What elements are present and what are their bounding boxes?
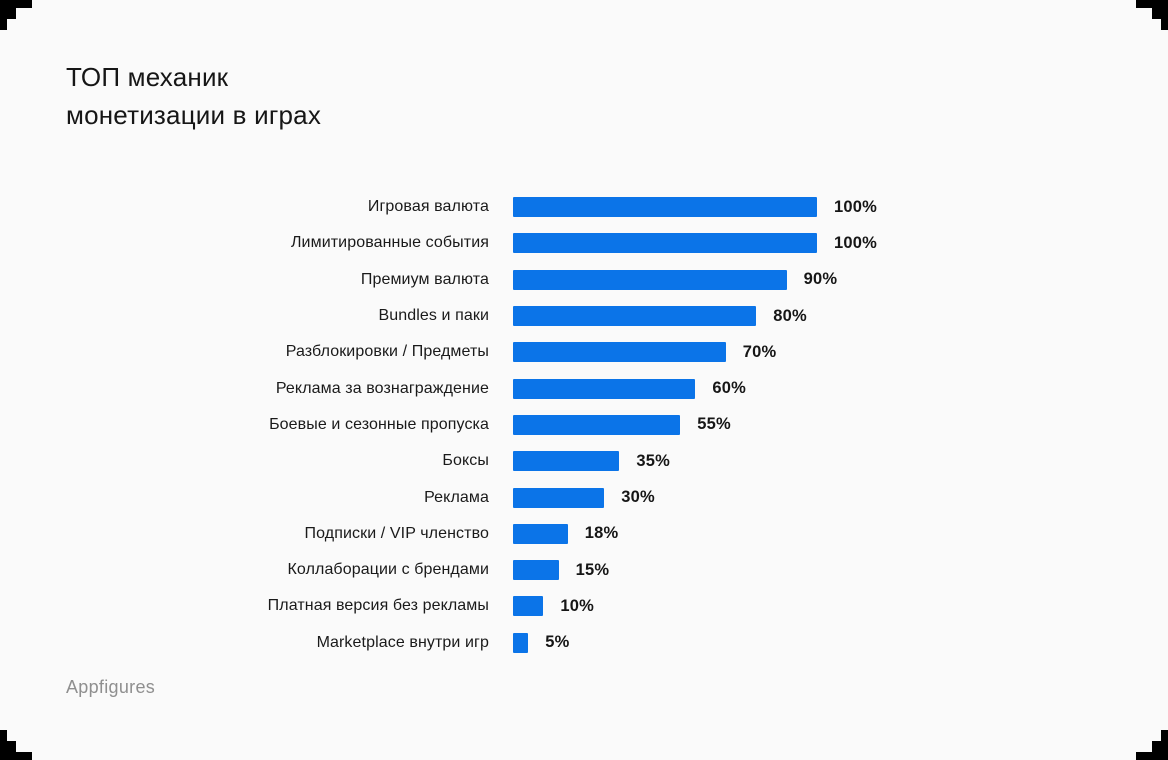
bar: [513, 632, 529, 653]
bar: [513, 306, 757, 327]
chart-row: Игровая валюта 100%: [0, 189, 1168, 225]
corner-decoration-bottom-right: [1136, 730, 1168, 760]
category-label: Коллаборации с брендами: [287, 561, 489, 579]
chart-row: Marketplace внутри игр 5%: [0, 625, 1168, 661]
value-label: 55%: [697, 415, 731, 434]
bar: [513, 487, 605, 508]
value-label: 70%: [742, 342, 777, 361]
value-label: 5%: [545, 633, 570, 652]
corner-decoration-top-left: [0, 0, 32, 30]
category-label: Боксы: [442, 452, 489, 470]
bar-area: 100%: [513, 233, 1168, 254]
value-label: 35%: [636, 451, 671, 470]
chart-row: Коллаборации с брендами 15%: [0, 552, 1168, 588]
category-label: Боевые и сезонные пропуска: [269, 415, 489, 433]
bar-area: 18%: [513, 523, 1168, 544]
chart-row: Реклама за вознаграждение 60%: [0, 370, 1168, 406]
bar-area: 80%: [513, 306, 1168, 327]
page-title: ТОП механик монетизации в играх: [66, 58, 321, 134]
bar: [513, 560, 559, 581]
bar: [513, 523, 568, 544]
page-title-line-2: монетизации в играх: [66, 100, 322, 130]
bar: [513, 451, 620, 472]
corner-decoration-bottom-left: [0, 730, 32, 760]
value-label: 60%: [712, 379, 747, 398]
category-label: Платная версия без рекламы: [267, 597, 489, 615]
bar-chart: Игровая валюта 100% Лимитированные события…: [0, 189, 1168, 661]
chart-row: Боксы 35%: [0, 443, 1168, 479]
value-label: 100%: [834, 197, 878, 216]
chart-row: Разблокировки / Предметы 70%: [0, 334, 1168, 370]
category-label: Игровая валюта: [367, 198, 489, 216]
bar-area: 70%: [513, 342, 1168, 363]
chart-row: Платная версия без рекламы 10%: [0, 588, 1168, 624]
bar: [513, 596, 544, 617]
bar-area: 35%: [513, 451, 1168, 472]
bar: [513, 269, 787, 290]
bar-area: 55%: [513, 414, 1168, 435]
bar: [513, 342, 726, 363]
chart-row: Реклама 30%: [0, 479, 1168, 515]
bar: [513, 414, 681, 435]
source-attribution: Appfigures: [66, 677, 156, 697]
bar-area: 100%: [513, 197, 1168, 218]
value-label: 18%: [584, 524, 619, 543]
category-label: Marketplace внутри игр: [316, 633, 489, 651]
bar-area: 5%: [513, 632, 1168, 653]
value-label: 15%: [575, 560, 610, 579]
chart-row: Подписки / VIP членство 18%: [0, 516, 1168, 552]
bar-area: 60%: [513, 378, 1168, 399]
bar: [513, 233, 817, 254]
bar-area: 15%: [513, 560, 1168, 581]
category-label: Лимитированные события: [290, 234, 489, 252]
bar-area: 10%: [513, 596, 1168, 617]
chart-row: Премиум валюта 90%: [0, 262, 1168, 298]
value-label: 10%: [560, 596, 595, 615]
chart-row: Боевые и сезонные пропуска 55%: [0, 407, 1168, 443]
category-label: Реклама за вознаграждение: [275, 379, 489, 397]
category-label: Разблокировки / Предметы: [285, 343, 489, 361]
category-label: Подписки / VIP членство: [304, 524, 489, 542]
category-label: Реклама: [424, 488, 489, 506]
corner-decoration-top-right: [1136, 0, 1168, 30]
category-label: Bundles и паки: [378, 307, 489, 325]
category-label: Премиум валюта: [360, 270, 489, 288]
bar: [513, 378, 696, 399]
page-title-line-1: ТОП механик: [66, 62, 229, 92]
bar-area: 90%: [513, 269, 1168, 290]
value-label: 30%: [621, 488, 655, 507]
value-label: 80%: [773, 306, 807, 325]
value-label: 100%: [834, 233, 878, 252]
value-label: 90%: [803, 270, 838, 289]
bar: [513, 197, 817, 218]
bar-area: 30%: [513, 487, 1168, 508]
chart-row: Bundles и паки 80%: [0, 298, 1168, 334]
chart-row: Лимитированные события 100%: [0, 225, 1168, 261]
